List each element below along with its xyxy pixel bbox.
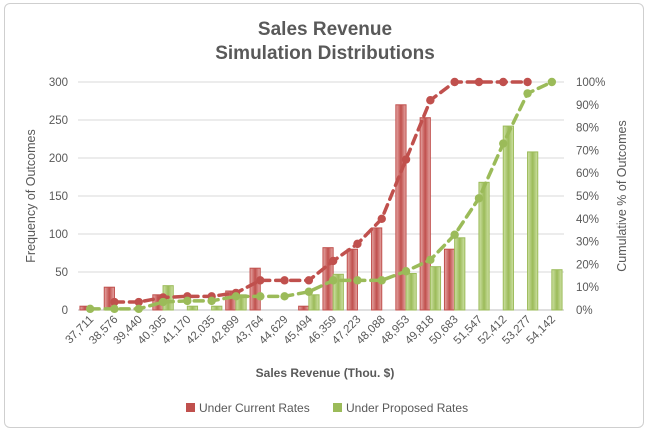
cumulative-point-proposed [256,292,265,301]
cumulative-point-proposed [547,77,557,87]
cumulative-point-proposed [110,304,119,314]
cumulative-point-proposed [426,255,435,265]
y2-tick-label: 60% [576,168,599,180]
y2-tick-label: 90% [576,100,599,112]
y-tick-label: 250 [49,115,68,127]
bar-current [249,267,261,311]
cumulative-point-proposed [207,296,216,306]
y-tick-label: 150 [49,191,68,203]
cumulative-point-proposed [499,139,508,148]
cumulative-point-current [426,96,435,105]
y-tick-label: 0 [62,305,68,317]
cumulative-point-current [134,297,143,307]
cumulative-point-proposed [85,304,95,314]
bar-proposed [502,125,514,311]
cumulative-point-proposed [134,304,143,314]
cumulative-point-current [328,256,338,266]
cumulative-point-proposed [450,230,459,239]
cumulative-point-current [110,297,119,307]
cumulative-line-current [112,80,530,304]
bar-proposed [186,305,199,311]
y2-axis-title: Cumulative % of Outcomes [615,120,629,271]
y2-tick-label: 50% [576,191,599,203]
y2-tick-label: 10% [576,282,599,294]
cumulative-point-proposed [474,194,484,203]
cumulative-point-proposed [328,276,338,285]
y-tick-label: 50 [55,267,68,279]
bar-proposed [211,305,223,311]
gridlines [78,81,564,311]
cumulative-point-current [280,276,289,285]
x-axis-ticks: 37,71138,57639,44040,30541,17042,03542,8… [64,313,558,347]
legend-label-proposed: Under Proposed Rates [346,401,468,415]
bar-current [419,117,431,311]
cumulative-point-current [474,77,484,87]
bar-proposed [429,266,442,311]
cumulative-point-proposed [183,296,192,306]
y-tick-label: 300 [49,77,68,89]
bar-current [298,305,310,311]
cumulative-point-proposed [280,292,289,301]
y2-axis-ticks: 0% 10% 20% 30% 40% 50% 60% 70% 80% 90% 100% [576,77,605,317]
y-axis-ticks: 0 50 100 150 200 250 300 [49,77,68,317]
cumulative-point-current [401,155,411,164]
bar-proposed [478,181,490,311]
y-axis-title: Frequency of Outcomes [24,129,38,262]
cumulative-point-current [450,77,459,87]
chart-title-line-2: Simulation Distributions [215,43,435,64]
cumulative-point-current [304,276,314,285]
cumulative-point-proposed [353,276,362,285]
y2-tick-label: 0% [576,305,593,317]
y2-tick-label: 80% [576,123,599,135]
bar-proposed [332,273,344,311]
y2-tick-label: 20% [576,259,599,271]
cumulative-point-current [499,77,508,87]
bar-proposed [405,273,417,311]
cumulative-point-proposed [231,292,241,301]
y-tick-label: 100 [49,229,68,241]
cumulative-lines [85,77,557,314]
bar-current [395,104,407,311]
cumulative-point-proposed [401,267,411,276]
legend: Under Current Rates Under Proposed Rates [186,401,468,415]
bar-current [443,248,456,311]
cumulative-point-proposed [158,297,168,307]
bar-current [371,227,383,311]
legend-swatch-current [186,403,195,412]
y2-tick-label: 30% [576,237,599,249]
cumulative-point-current [377,214,386,223]
bar-proposed [308,294,320,311]
y-tick-label: 200 [49,153,68,165]
y2-tick-label: 100% [576,77,605,89]
chart-title-line-1: Sales Revenue [258,19,392,40]
bar-proposed [551,269,563,311]
y2-tick-label: 40% [576,214,599,226]
cumulative-point-proposed [523,89,532,98]
bar-proposed [527,151,539,311]
cumulative-point-proposed [304,287,314,296]
bar-series [79,104,563,311]
legend-swatch-proposed [333,403,342,412]
cumulative-point-proposed [377,276,386,285]
cumulative-point-current [353,239,362,249]
cumulative-point-current [523,77,532,87]
bar-proposed [454,237,466,311]
cumulative-point-current [256,276,265,285]
x-axis-title: Sales Revenue (Thou. $) [256,366,395,380]
legend-label-current: Under Current Rates [199,401,310,415]
y2-tick-label: 70% [576,145,599,157]
